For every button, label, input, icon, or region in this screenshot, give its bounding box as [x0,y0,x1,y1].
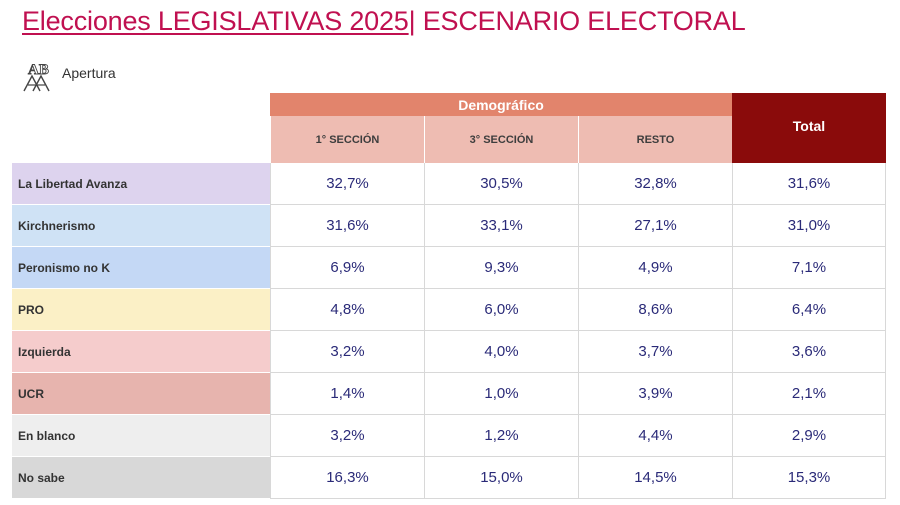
cell-izquierda-resto: 3,7% [578,331,732,373]
results-table: Demográfico 1° SECCIÓN 3° SECCIÓN RESTO … [12,93,886,499]
cell-izquierda-1-seccion: 3,2% [270,331,424,373]
title-subtitle: | ESCENARIO ELECTORAL [408,6,746,36]
cell-kirchnerismo-resto: 27,1% [578,205,732,247]
cell-kirchnerismo-3-seccion: 33,1% [424,205,578,247]
brand: AB Apertura [20,58,116,94]
header-1-seccion: 1° SECCIÓN [270,116,424,163]
row-label-pro: PRO [12,289,270,331]
cell-en-blanco-total: 2,9% [732,415,886,457]
apertura-logo-icon: AB [23,62,50,92]
row-label-peronismo-no-k: Peronismo no K [12,247,270,289]
cell-ucr-resto: 3,9% [578,373,732,415]
cell-pro-total: 6,4% [732,289,886,331]
cell-peronismo-no-k-3-seccion: 9,3% [424,247,578,289]
row-label-ucr: UCR [12,373,270,415]
title-main: Elecciones LEGISLATIVAS 2025 [22,6,409,36]
row-label-en-blanco: En blanco [12,415,270,457]
header-3-seccion: 3° SECCIÓN [424,116,578,163]
cell-la-libertad-avanza-3-seccion: 30,5% [424,163,578,205]
brand-name: Apertura [62,65,116,81]
logo-lettering: AB [28,62,49,78]
cell-la-libertad-avanza-total: 31,6% [732,163,886,205]
cell-izquierda-3-seccion: 4,0% [424,331,578,373]
cell-peronismo-no-k-resto: 4,9% [578,247,732,289]
cell-ucr-1-seccion: 1,4% [270,373,424,415]
cell-en-blanco-3-seccion: 1,2% [424,415,578,457]
page-title: Elecciones LEGISLATIVAS 2025| ESCENARIO … [22,6,746,37]
cell-ucr-3-seccion: 1,0% [424,373,578,415]
cell-pro-resto: 8,6% [578,289,732,331]
row-label-izquierda: Izquierda [12,331,270,373]
cell-kirchnerismo-1-seccion: 31,6% [270,205,424,247]
cell-no-sabe-1-seccion: 16,3% [270,457,424,499]
cell-no-sabe-total: 15,3% [732,457,886,499]
cell-en-blanco-resto: 4,4% [578,415,732,457]
cell-la-libertad-avanza-1-seccion: 32,7% [270,163,424,205]
header-resto: RESTO [578,116,732,163]
row-label-no-sabe: No sabe [12,457,270,499]
cell-en-blanco-1-seccion: 3,2% [270,415,424,457]
cell-izquierda-total: 3,6% [732,331,886,373]
header-demografico: Demográfico [270,93,732,116]
row-label-kirchnerismo: Kirchnerismo [12,205,270,247]
header-total: Total [732,93,886,163]
cell-la-libertad-avanza-resto: 32,8% [578,163,732,205]
row-label-la-libertad-avanza: La Libertad Avanza [12,163,270,205]
cell-pro-1-seccion: 4,8% [270,289,424,331]
cell-pro-3-seccion: 6,0% [424,289,578,331]
cell-peronismo-no-k-total: 7,1% [732,247,886,289]
cell-no-sabe-resto: 14,5% [578,457,732,499]
cell-no-sabe-3-seccion: 15,0% [424,457,578,499]
cell-kirchnerismo-total: 31,0% [732,205,886,247]
cell-peronismo-no-k-1-seccion: 6,9% [270,247,424,289]
cell-ucr-total: 2,1% [732,373,886,415]
